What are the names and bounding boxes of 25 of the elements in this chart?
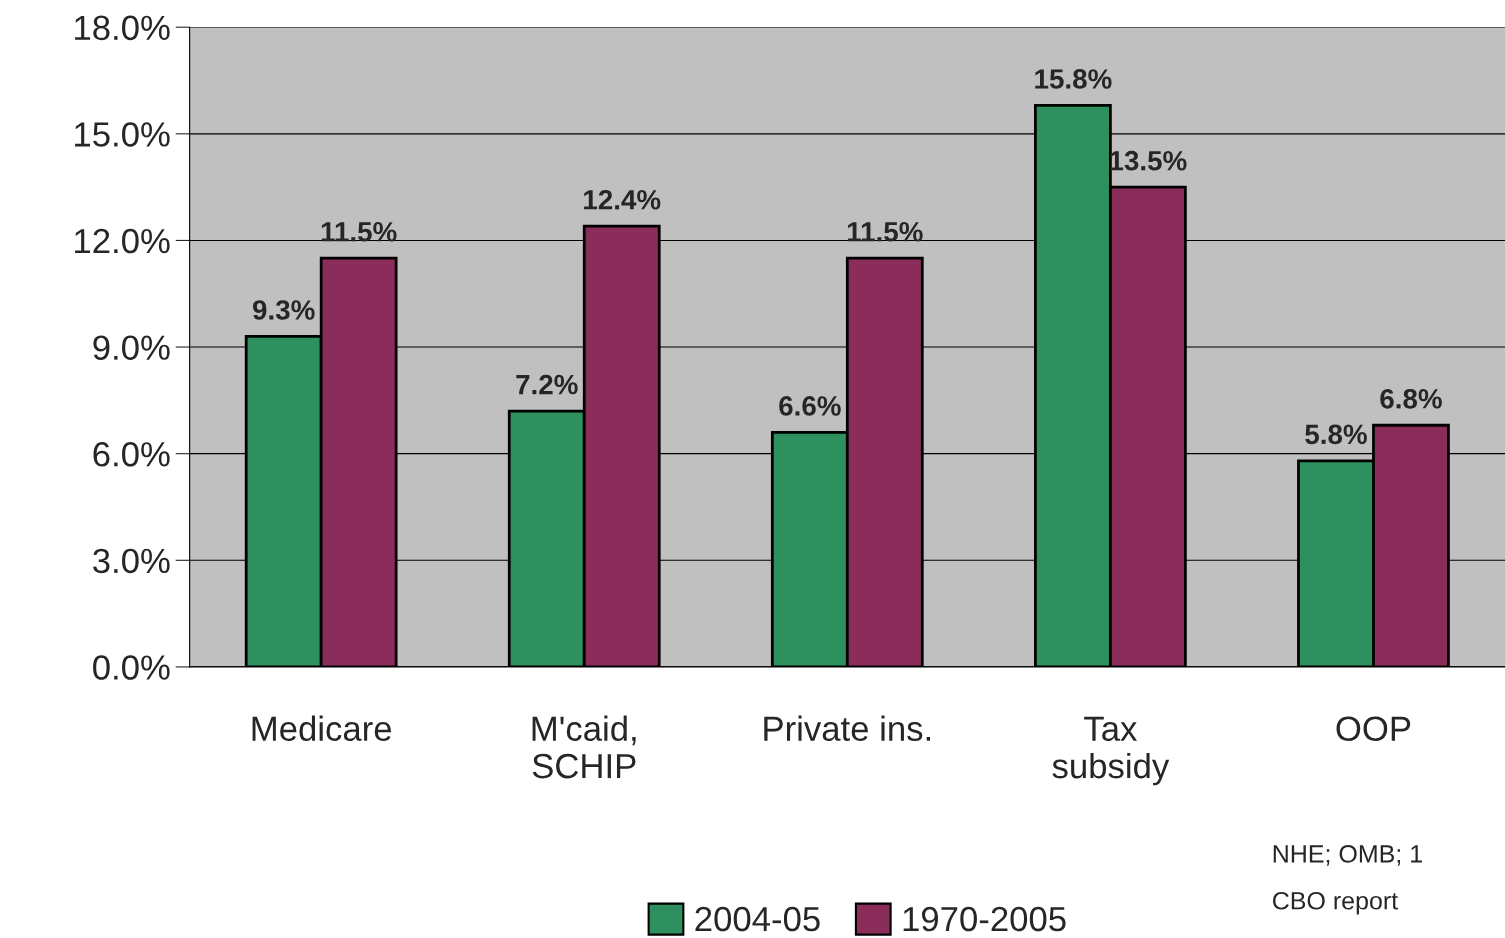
y-tick-label: 6.0% (93, 442, 170, 467)
data-label: 6.6% (779, 396, 841, 416)
data-label: 12.4% (584, 189, 661, 210)
legend-label: 1970-2005 (903, 906, 1066, 932)
data-label: 9.3% (252, 300, 315, 320)
x-tick-label: Tax subsidy (1052, 716, 1170, 786)
data-label: 7.2% (516, 374, 578, 395)
x-tick-label: OOP (1336, 716, 1411, 742)
data-label: 6.8% (1380, 388, 1442, 409)
y-tick-label: 3.0% (93, 548, 170, 574)
data-label: 5.8% (1305, 424, 1367, 445)
data-label: 11.5% (847, 222, 923, 242)
legend-label: 2004-05 (695, 906, 820, 932)
y-tick-label: 12.0% (75, 228, 170, 254)
data-label: 15.8% (1035, 69, 1112, 89)
x-tick-label: Private ins. (764, 715, 931, 742)
y-tick-label: 15.0% (75, 122, 170, 147)
text: CBO report (1272, 891, 1398, 915)
y-tick-label: 0.0% (93, 655, 170, 680)
data-label: 11.5% (321, 222, 397, 242)
x-tick-label: Medicare (252, 715, 392, 742)
x-tick-label: M'caid, SCHIP (532, 715, 636, 779)
y-tick-label: 9.0% (93, 335, 170, 360)
y-tick-label: 18.0% (75, 15, 170, 41)
text: NHE; OMB; 1 (1273, 845, 1422, 866)
